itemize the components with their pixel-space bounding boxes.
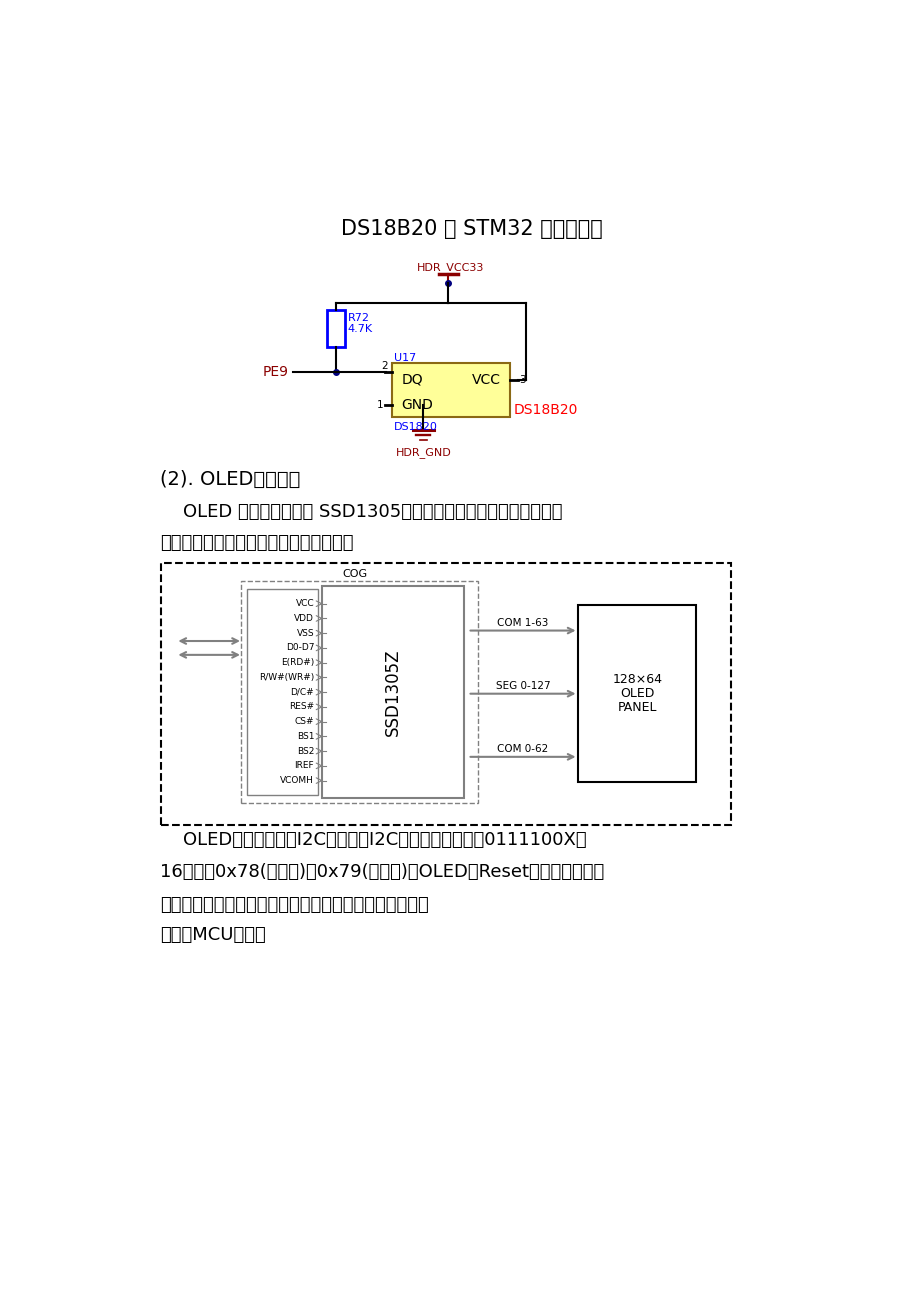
- Text: D0-D7: D0-D7: [286, 643, 313, 652]
- Text: 使用的MCU端口为: 使用的MCU端口为: [160, 927, 266, 944]
- Text: 2: 2: [380, 361, 388, 371]
- Text: DS18B20 与 STM32 的连接电路: DS18B20 与 STM32 的连接电路: [340, 220, 602, 240]
- Text: PANEL: PANEL: [617, 700, 656, 713]
- Text: (2). OLED显示模块: (2). OLED显示模块: [160, 470, 300, 490]
- Bar: [246, 589, 318, 796]
- Text: 128×64: 128×64: [612, 673, 662, 686]
- Text: OLED被配置为使用I2C的方式。I2C的地址二进制位为0111100X，: OLED被配置为使用I2C的方式。I2C的地址二进制位为0111100X，: [160, 831, 586, 849]
- Text: RES#: RES#: [289, 702, 313, 711]
- Text: DS1820: DS1820: [393, 422, 437, 431]
- Text: R72: R72: [347, 312, 369, 323]
- Text: CS#: CS#: [294, 717, 313, 727]
- Text: GND: GND: [402, 398, 433, 411]
- Text: HDR_VCC33: HDR_VCC33: [417, 263, 484, 273]
- Text: COM 1-63: COM 1-63: [497, 618, 548, 628]
- Text: 1: 1: [376, 400, 382, 410]
- Text: PE9: PE9: [262, 365, 288, 379]
- Text: BS1: BS1: [296, 732, 313, 741]
- Text: VCC: VCC: [295, 599, 313, 608]
- Text: HDR_GND: HDR_GND: [395, 447, 451, 458]
- Bar: [240, 581, 477, 803]
- Text: BS2: BS2: [297, 746, 313, 755]
- Text: OLED 使用的控制器为 SSD1305，可通过写入不同的命令字来设置: OLED 使用的控制器为 SSD1305，可通过写入不同的命令字来设置: [160, 503, 562, 521]
- Text: VSS: VSS: [296, 629, 313, 638]
- Text: SEG 0-127: SEG 0-127: [495, 681, 550, 691]
- Bar: [392, 362, 510, 417]
- Text: VCC: VCC: [471, 372, 501, 387]
- Text: IREF: IREF: [294, 762, 313, 771]
- Text: U17: U17: [393, 353, 415, 363]
- Bar: [322, 586, 463, 798]
- Text: 在初始化的时候，应该有一个从低电平到高电平的跳变。: 在初始化的时候，应该有一个从低电平到高电平的跳变。: [160, 896, 428, 914]
- Text: 对比度、显示开关、电荷泵、页地址等。: 对比度、显示开关、电荷泵、页地址等。: [160, 534, 353, 552]
- Text: OLED: OLED: [619, 687, 653, 700]
- Text: DS18B20: DS18B20: [514, 404, 578, 418]
- Text: E(RD#): E(RD#): [280, 659, 313, 667]
- Bar: [326, 310, 345, 348]
- Text: COM 0-62: COM 0-62: [497, 745, 548, 754]
- Text: D/C#: D/C#: [290, 687, 313, 697]
- Text: 3: 3: [519, 375, 526, 384]
- Text: VDD: VDD: [294, 615, 313, 622]
- Text: 4.7K: 4.7K: [347, 324, 372, 333]
- Text: COG: COG: [342, 569, 368, 579]
- Text: R/W#(WR#): R/W#(WR#): [258, 673, 313, 682]
- Text: DQ: DQ: [402, 372, 423, 387]
- Bar: [162, 562, 731, 824]
- Text: 16进制为0x78(写地址)，0x79(读地址)。OLED的Reset平时应该拉高，: 16进制为0x78(写地址)，0x79(读地址)。OLED的Reset平时应该拉…: [160, 863, 604, 881]
- Text: SSD1305Z: SSD1305Z: [383, 648, 402, 736]
- Bar: [578, 605, 696, 783]
- Text: VCOMH: VCOMH: [280, 776, 313, 785]
